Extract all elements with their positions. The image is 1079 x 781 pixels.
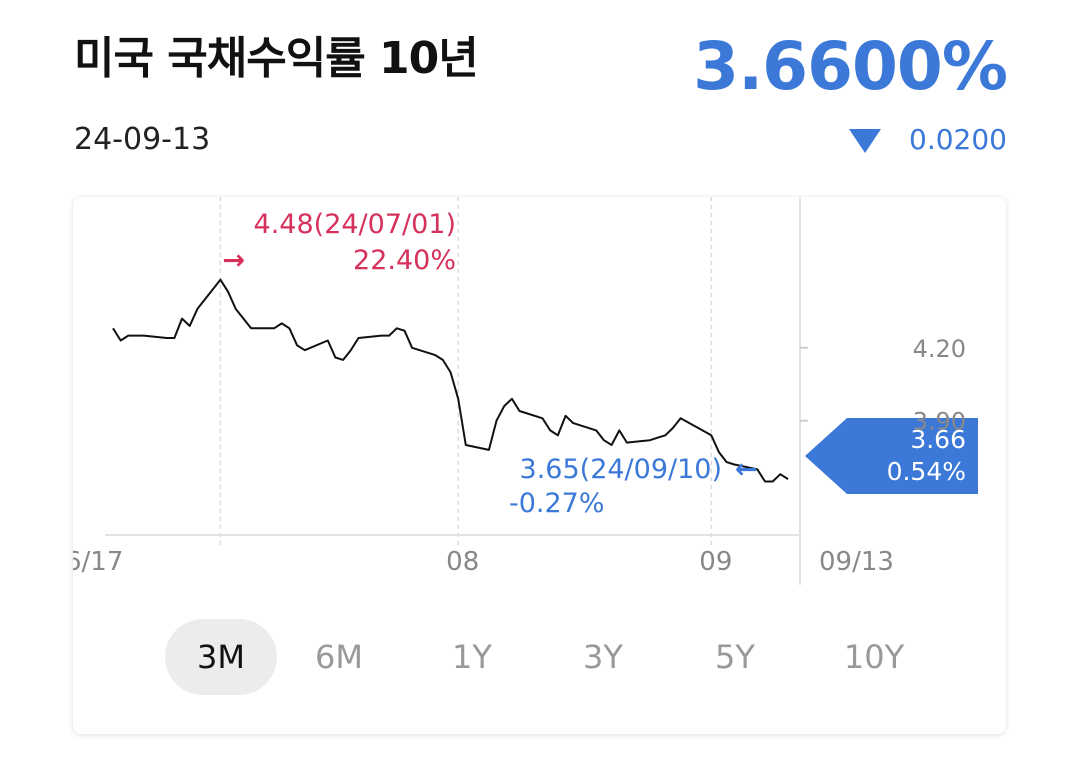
price-change-value: 0.0200 xyxy=(909,123,1007,156)
tab-1y[interactable]: 1Y xyxy=(452,638,492,676)
price-change: 0.0200 xyxy=(849,123,1007,156)
x-tick-label-1: 08 xyxy=(446,547,479,577)
current-price: 3.6600% xyxy=(693,28,1008,105)
yield-series-line xyxy=(112,278,789,483)
tab-6m[interactable]: 6M xyxy=(315,638,363,676)
yield-line-chart[interactable]: 4.20 3.90 24/06/17 08 09 09/13 4.48(24/07/01) 2… xyxy=(73,197,1006,607)
tab-10y[interactable]: 10Y xyxy=(843,638,905,676)
period-tabs: 3M 6M 1Y 3Y 5Y 10Y xyxy=(151,619,981,695)
low-annotation-value: 3.65(24/09/10) xyxy=(520,454,722,485)
high-annotation-arrow: → xyxy=(222,245,245,276)
high-annotation-percent: 22.40% xyxy=(353,245,456,276)
y-tick-label-1: 3.90 xyxy=(913,408,966,436)
chart-labels: 4.20 3.90 24/06/17 08 09 09/13 4.48(24/07/01) 2… xyxy=(73,209,966,577)
quote-date: 24-09-13 xyxy=(74,122,211,157)
high-annotation-value: 4.48(24/07/01) xyxy=(254,209,456,240)
page-title: 미국 국채수익률 10년 xyxy=(74,33,479,84)
tab-3y[interactable]: 3Y xyxy=(583,638,623,676)
current-value-tag xyxy=(805,418,978,494)
chart-marks xyxy=(112,278,978,494)
chart-gridlines xyxy=(105,197,808,585)
x-tick-label-0: 24/06/17 xyxy=(73,547,123,577)
chart-card: 4.20 3.90 24/06/17 08 09 09/13 4.48(24/07/01) 2… xyxy=(73,197,1006,734)
x-tick-label-2: 09 xyxy=(699,547,732,577)
y-tick-label-0: 4.20 xyxy=(913,335,966,363)
tab-3m[interactable]: 3M xyxy=(165,619,277,695)
low-annotation-arrow: ← xyxy=(735,454,758,485)
tab-5y[interactable]: 5Y xyxy=(715,638,755,676)
x-end-label: 09/13 xyxy=(819,547,894,577)
current-value-label: 3.66 xyxy=(910,425,966,454)
current-percent-label: 0.54% xyxy=(887,457,966,486)
down-triangle-icon xyxy=(849,128,882,153)
low-annotation-percent: -0.27% xyxy=(509,488,605,519)
